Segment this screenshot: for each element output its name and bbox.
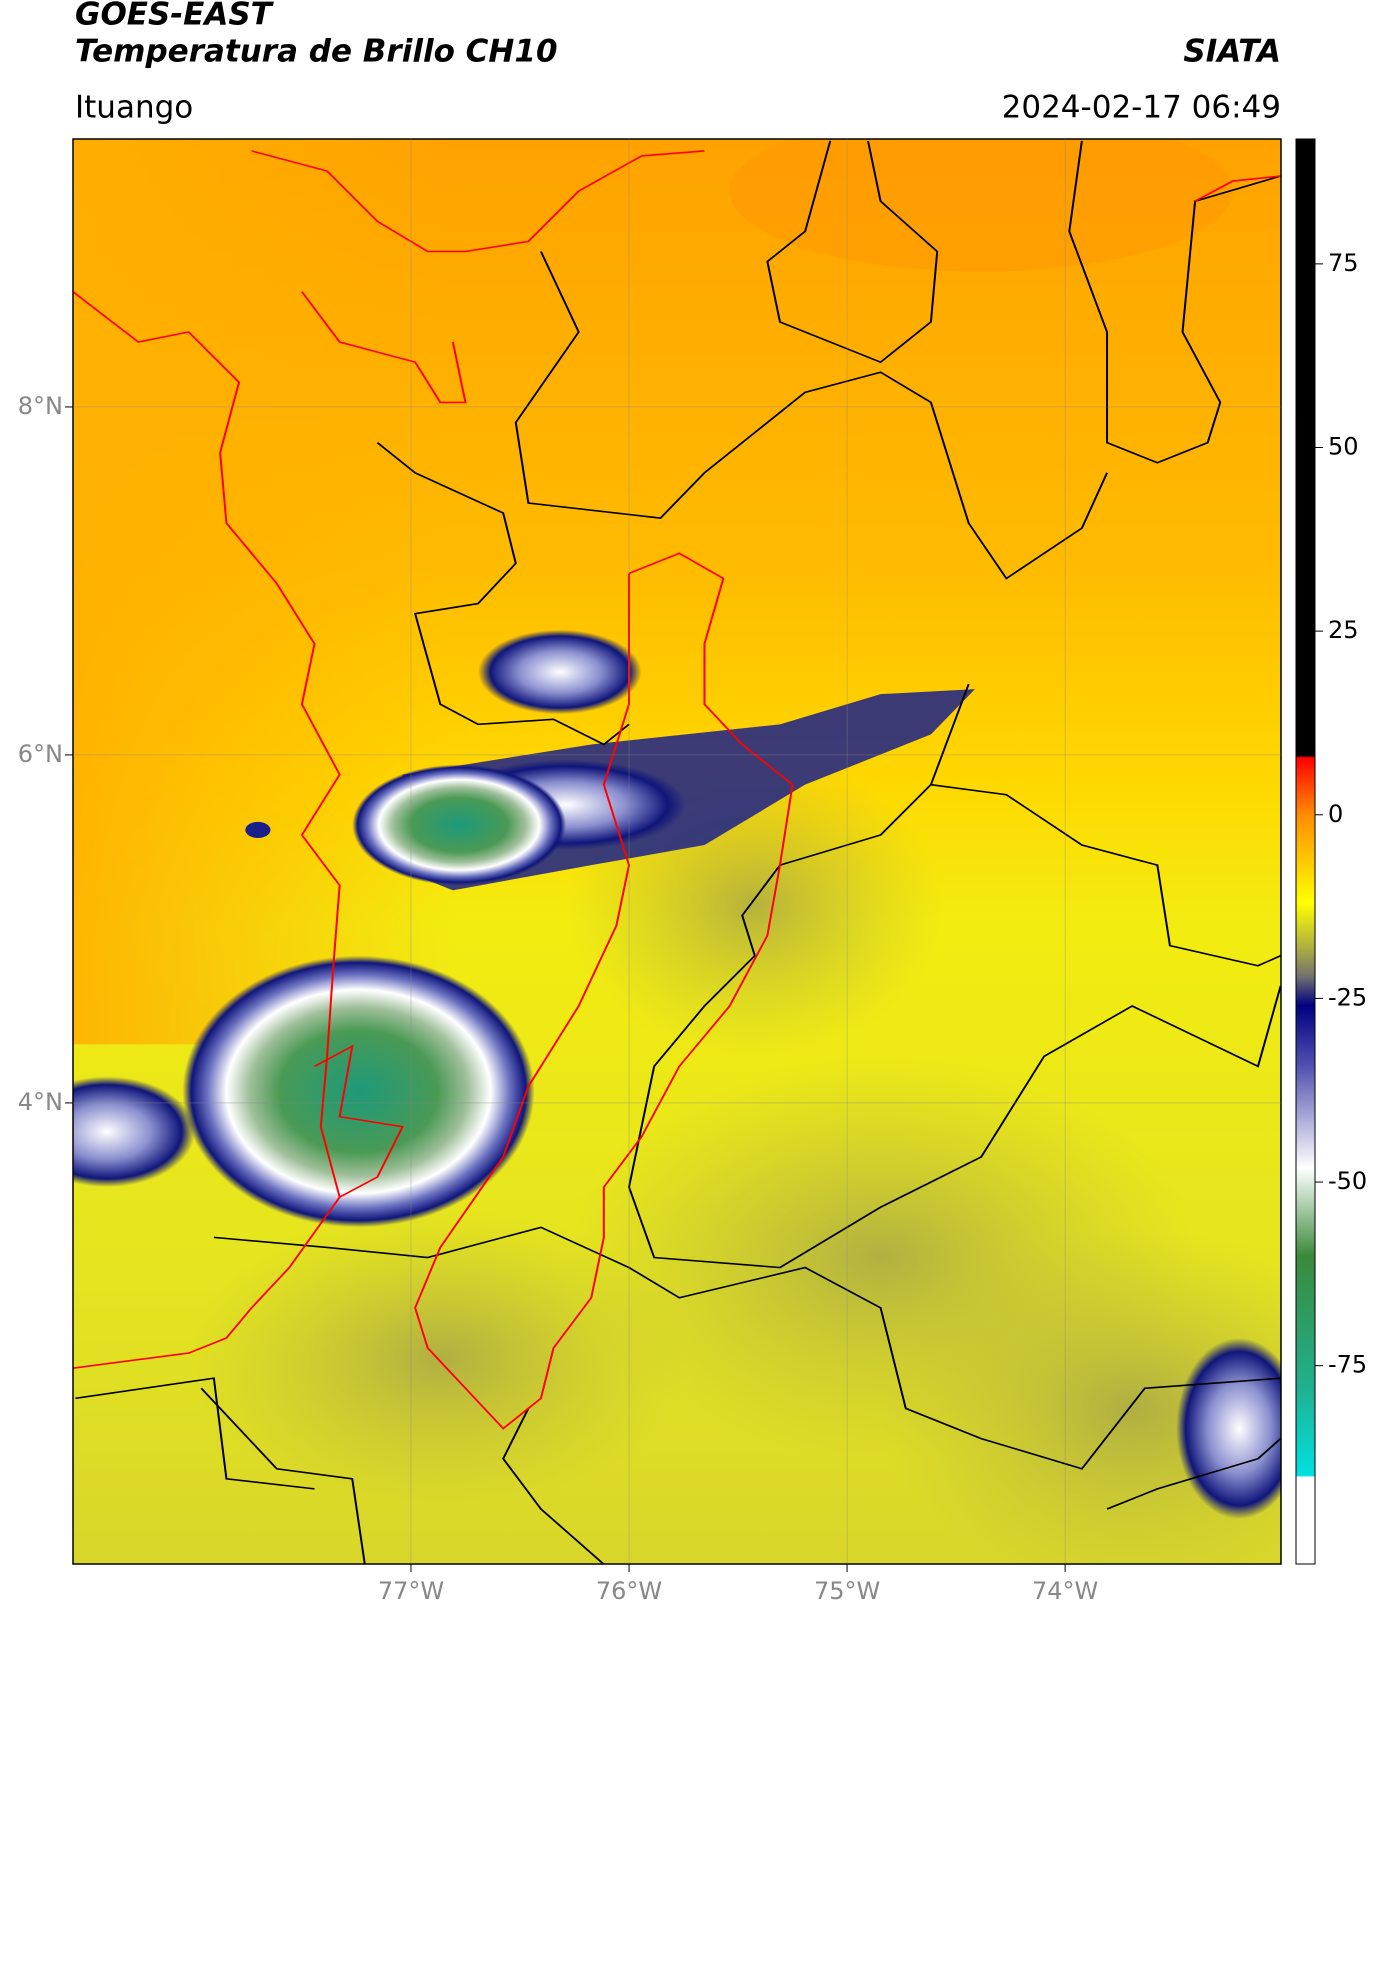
x-tick-label: 77°W — [378, 1577, 444, 1605]
colorbar-tick-label: 75 — [1328, 249, 1359, 277]
y-tick-label: 6°N — [18, 740, 63, 768]
satellite: GOES-EAST — [75, 0, 275, 33]
colorbar-tick-label: 0 — [1328, 800, 1343, 828]
x-tick-label: 75°W — [814, 1577, 880, 1605]
colorbar-tick-label: -25 — [1328, 983, 1367, 1011]
brand: SIATA — [1183, 34, 1281, 70]
datetime: 2024-02-17 06:49 — [1002, 90, 1281, 126]
x-tick-label: 76°W — [596, 1577, 662, 1605]
colorbar-tick-label: -50 — [1328, 1167, 1367, 1195]
map-frame — [72, 138, 1282, 1565]
location: Ituango — [75, 90, 193, 126]
colorbar-tick-label: 50 — [1328, 433, 1359, 461]
y-tick-label: 4°N — [18, 1088, 63, 1116]
y-tick-label: 8°N — [18, 392, 63, 420]
title: Temperatura de Brillo CH10 — [75, 34, 558, 70]
colorbar — [1295, 138, 1316, 1565]
colorbar-tick-label: -75 — [1328, 1351, 1367, 1379]
map-image — [72, 138, 1281, 1565]
colorbar-tick-label: 25 — [1328, 616, 1359, 644]
x-tick-label: 74°W — [1032, 1577, 1098, 1605]
